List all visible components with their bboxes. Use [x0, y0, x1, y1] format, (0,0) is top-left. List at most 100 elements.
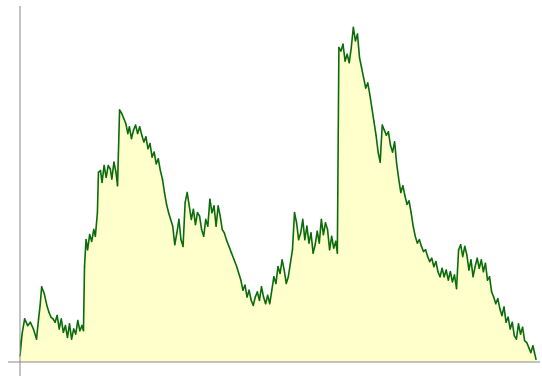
series-line-segment [322, 222, 327, 236]
series-line-segment [159, 169, 164, 180]
series-line-segment [122, 117, 127, 125]
series-line-segment [207, 198, 211, 227]
series-line-segment [275, 265, 279, 285]
series-line-segment [163, 191, 168, 206]
series-line-segment [138, 125, 143, 137]
series-line-segment [101, 164, 105, 184]
series-line-segment [449, 270, 454, 283]
series-line-segment [418, 238, 423, 248]
series-line-segment [408, 200, 412, 214]
series-line-segment [342, 43, 346, 62]
series-line-segment [240, 279, 244, 292]
series-line-segment [86, 233, 91, 251]
series-line-segment [379, 124, 384, 163]
series-line-segment [373, 120, 377, 137]
series-line-segment [37, 304, 41, 320]
series-line-segment [70, 328, 75, 340]
series-line-segment [105, 164, 110, 179]
series-line-segment [430, 257, 435, 268]
series-line-segment [248, 289, 252, 302]
series-line-segment [130, 129, 135, 140]
series-line-segment [326, 228, 331, 251]
series-line-segment [306, 225, 310, 244]
series-line-segment [169, 218, 174, 227]
series-line-segment [515, 323, 520, 340]
series-line-segment [283, 269, 288, 285]
series-line-segment [194, 211, 199, 226]
series-line-segment [230, 252, 235, 261]
series-line-segment [336, 46, 340, 254]
series-line-segment [366, 82, 371, 96]
series-line-segment [111, 161, 115, 180]
series-line-segment [369, 93, 373, 110]
series-line-segment [297, 232, 302, 241]
series-line-segment [225, 238, 230, 248]
series-area-fill [20, 27, 536, 363]
series-line-segment [532, 345, 536, 354]
series-line-segment [356, 33, 361, 59]
series-line-segment [285, 275, 290, 285]
series-line-segment [271, 275, 275, 292]
series-line-segment [60, 318, 65, 334]
series-line-segment [161, 178, 166, 194]
series-line-segment [174, 232, 178, 246]
series-line-segment [393, 141, 398, 165]
series-line-segment [497, 297, 501, 310]
series-line-segment [237, 272, 242, 281]
series-line-segment [387, 131, 392, 147]
series-line-segment [371, 107, 375, 123]
series-line-segment [217, 205, 222, 217]
series-line-segment [330, 235, 335, 249]
series-line-segment [23, 318, 29, 327]
series-line-segment [83, 238, 87, 268]
series-line-segment [517, 323, 522, 335]
series-line-segment [318, 218, 323, 244]
series-line-segment [113, 161, 117, 174]
series-line-segment [39, 286, 43, 307]
series-line-segment [165, 203, 170, 214]
series-line-segment [128, 125, 133, 140]
series-line-segment [420, 245, 425, 253]
series-line-segment [484, 262, 489, 281]
series-line-segment [178, 218, 182, 241]
series-line-segment [186, 191, 191, 207]
plot-area [19, 26, 537, 363]
series-line-segment [310, 232, 314, 254]
series-line-segment [244, 284, 248, 298]
series-line-segment [402, 184, 406, 197]
series-line-segment [171, 225, 176, 246]
series-line-segments [19, 26, 537, 361]
series-line-segment [533, 351, 537, 361]
series-line-segment [435, 260, 439, 273]
series-line-segment [301, 218, 306, 241]
series-line-segment [46, 304, 50, 313]
series-line-segment [404, 195, 408, 206]
series-line-segment [40, 286, 46, 295]
series-line-segment [410, 211, 414, 227]
series-line-segment [362, 77, 367, 89]
series-line-segment [209, 198, 213, 214]
series-line-segment [521, 326, 526, 342]
series-line-segment [260, 286, 265, 298]
series-line-segment [252, 296, 257, 307]
series-line-segment [503, 306, 507, 324]
series-line-segment [281, 259, 285, 271]
series-line-segment [352, 26, 357, 42]
series-line-segment [350, 26, 355, 49]
series-line-segment [120, 112, 125, 120]
series-line-segment [455, 248, 460, 290]
series-line-segment [490, 291, 495, 298]
series-line-segment [43, 292, 48, 307]
series-line-segment [219, 215, 224, 231]
series-line-segment [412, 225, 417, 238]
series-line-segment [375, 134, 379, 153]
series-line-segment [312, 243, 316, 254]
series-line-segment [466, 254, 470, 271]
series-line-segment [82, 265, 86, 332]
series-line-segment [167, 211, 172, 221]
series-line-segment [68, 323, 73, 340]
series-line-segment [182, 201, 186, 248]
series-line-segment [268, 289, 273, 305]
series-line-segment [395, 163, 400, 180]
